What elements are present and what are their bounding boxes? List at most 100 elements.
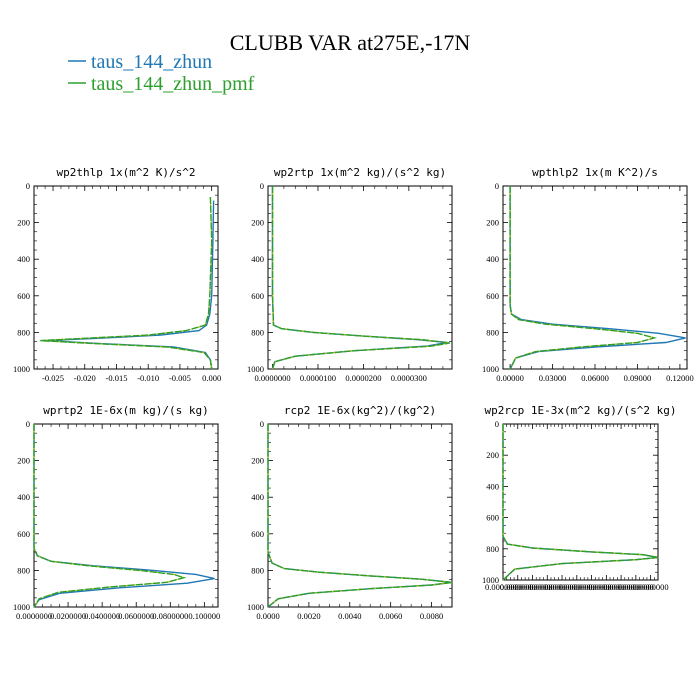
y-tick-label: 400 bbox=[17, 254, 30, 264]
x-tick-label: 0.0020 bbox=[297, 611, 320, 621]
y-tick-label: 600 bbox=[17, 529, 30, 539]
x-tick-label: 0.0600000 bbox=[118, 611, 154, 621]
panel-title: wprtp2 1E-6x(m kg)/(s kg) bbox=[43, 404, 209, 417]
y-tick-label: 200 bbox=[17, 218, 30, 228]
panel-title: wp2thlp 1x(m^2 K)/s^2 bbox=[56, 166, 195, 179]
y-tick-label: 400 bbox=[251, 492, 264, 502]
series-line-zhun bbox=[33, 424, 215, 608]
plot-frame bbox=[33, 423, 219, 608]
y-tick-label: 200 bbox=[251, 218, 264, 228]
x-tick-label: 0.0000 bbox=[256, 611, 279, 621]
x-tick-label: 0.00000 bbox=[496, 373, 524, 383]
x-tick-label: 0.0000200 bbox=[345, 373, 381, 383]
y-tick-label: 400 bbox=[251, 254, 264, 264]
y-tick-label: 800 bbox=[486, 327, 499, 337]
y-tick-label: 600 bbox=[251, 291, 264, 301]
x-tick-label: -0.005 bbox=[169, 373, 191, 383]
series-line-zhun-pmf bbox=[502, 424, 659, 581]
x-tick-label: 0.0000000 bbox=[574, 582, 610, 592]
series-line-pmf-dash bbox=[33, 424, 187, 608]
figure-title: CLUBB VAR at275E,-17N bbox=[230, 30, 471, 55]
x-tick-label: 0.0060 bbox=[379, 611, 402, 621]
x-tick-label: 0.0000000 bbox=[16, 611, 52, 621]
x-tick-label: -0.025 bbox=[42, 373, 64, 383]
x-tick-label: 0.0080 bbox=[420, 611, 443, 621]
x-tick-label: 0.0000000 bbox=[500, 582, 536, 592]
y-tick-label: 600 bbox=[486, 291, 499, 301]
x-tick-label: 0.0000300 bbox=[391, 373, 427, 383]
panel-5: rcp2 1E-6x(kg^2)/(kg^2) 0 200 400 600 800 1000… bbox=[247, 404, 453, 621]
x-tick-label: 0.0800000 bbox=[152, 611, 188, 621]
y-tick-label: 800 bbox=[251, 565, 264, 575]
x-tick-label: -0.010 bbox=[137, 373, 159, 383]
y-tick-label: 1000 bbox=[13, 602, 30, 612]
series-line-zhun bbox=[271, 186, 448, 370]
y-tick-label: 1000 bbox=[247, 602, 264, 612]
series-line-zhun bbox=[502, 424, 659, 581]
panel-3: wpthlp2 1x(m K^2)/s 0 200 400 600 800 10000.00… bbox=[482, 166, 694, 383]
y-tick-label: 1000 bbox=[13, 364, 30, 374]
y-tick-label: 0 bbox=[260, 181, 264, 191]
y-tick-label: 600 bbox=[251, 529, 264, 539]
y-tick-label: 800 bbox=[17, 565, 30, 575]
x-tick-label: -0.015 bbox=[105, 373, 127, 383]
panel-title: wpthlp2 1x(m K^2)/s bbox=[532, 166, 658, 179]
series-line-zhun-pmf bbox=[509, 186, 658, 370]
x-tick-label: -0.020 bbox=[74, 373, 96, 383]
x-tick-label: 0.0000100 bbox=[300, 373, 336, 383]
x-tick-label: 0.100000 bbox=[188, 611, 220, 621]
y-tick-label: 800 bbox=[486, 544, 499, 554]
x-tick-label: 0.000 bbox=[202, 373, 221, 383]
y-tick-label: 400 bbox=[17, 492, 30, 502]
x-tick-label: 0.0400000 bbox=[84, 611, 120, 621]
y-tick-label: 800 bbox=[17, 327, 30, 337]
x-tick-label: 0.0040 bbox=[338, 611, 361, 621]
y-tick-label: 0 bbox=[26, 419, 30, 429]
series-line-zhun-pmf bbox=[267, 424, 453, 608]
x-tick-label: 0.09000 bbox=[624, 373, 652, 383]
y-tick-label: 200 bbox=[251, 456, 264, 466]
y-tick-label: 800 bbox=[251, 327, 264, 337]
x-tick-label: 0.12000 bbox=[666, 373, 694, 383]
legend-label-2: taus_144_zhun_pmf bbox=[91, 73, 255, 95]
panels: wp2thlp 1x(m^2 K)/s^2 0 200 400 600 800 1000 -0… bbox=[13, 166, 694, 621]
series-line-zhun-pmf bbox=[33, 424, 187, 608]
x-tick-label: 0.06000 bbox=[581, 373, 609, 383]
x-tick-label: 0.0000000 bbox=[618, 582, 654, 592]
legend-label-1: taus_144_zhun bbox=[91, 51, 212, 73]
x-tick-label: 0.0000000 bbox=[485, 582, 521, 592]
y-tick-label: 200 bbox=[17, 456, 30, 466]
y-tick-label: 0 bbox=[495, 181, 499, 191]
series-line-zhun bbox=[509, 186, 686, 370]
y-tick-label: 200 bbox=[486, 218, 499, 228]
panel-title: wp2rcp 1E-3x(m^2 kg)/(s^2 kg) bbox=[484, 404, 676, 417]
y-tick-label: 1000 bbox=[482, 364, 499, 374]
panel-title: wp2rtp 1x(m^2 kg)/(s^2 kg) bbox=[274, 166, 446, 179]
x-tick-label: 0.0000000 bbox=[514, 582, 550, 592]
series-line-zhun bbox=[46, 200, 215, 370]
y-tick-label: 1000 bbox=[247, 364, 264, 374]
series-line-pmf-dash bbox=[509, 186, 657, 370]
series-line-zhun-pmf bbox=[271, 186, 450, 370]
panel-title: rcp2 1E-6x(kg^2)/(kg^2) bbox=[284, 404, 436, 417]
y-tick-label: 0 bbox=[260, 419, 264, 429]
x-tick-label: 0.0000000 bbox=[544, 582, 580, 592]
x-tick-label: 0.0000000 bbox=[254, 373, 290, 383]
panel-2: wp2rtp 1x(m^2 kg)/(s^2 kg) 0 200 400 600 800 1… bbox=[247, 166, 453, 383]
y-tick-label: 400 bbox=[486, 481, 499, 491]
legend: taus_144_zhun taus_144_zhun_pmf bbox=[68, 51, 255, 95]
x-tick-label: 0.03000 bbox=[539, 373, 567, 383]
y-tick-label: 1000 bbox=[482, 575, 499, 585]
panel-6: wp2rcp 1E-3x(m^2 kg)/(s^2 kg) 0 200 400 600 8… bbox=[482, 404, 677, 592]
series-line-pmf-dash bbox=[502, 424, 659, 581]
x-tick-label: 0.0200000 bbox=[50, 611, 86, 621]
y-tick-label: 600 bbox=[486, 513, 499, 523]
panel-1: wp2thlp 1x(m^2 K)/s^2 0 200 400 600 800 1000 -0… bbox=[13, 166, 221, 383]
series-line-pmf-dash bbox=[271, 186, 450, 370]
x-tick-label: 0.0000000 bbox=[559, 582, 595, 592]
x-tick-label: 0.0000000 bbox=[603, 582, 639, 592]
series-line-pmf-dash bbox=[40, 196, 213, 370]
y-tick-label: 200 bbox=[486, 450, 499, 460]
plot-frame bbox=[267, 185, 453, 370]
